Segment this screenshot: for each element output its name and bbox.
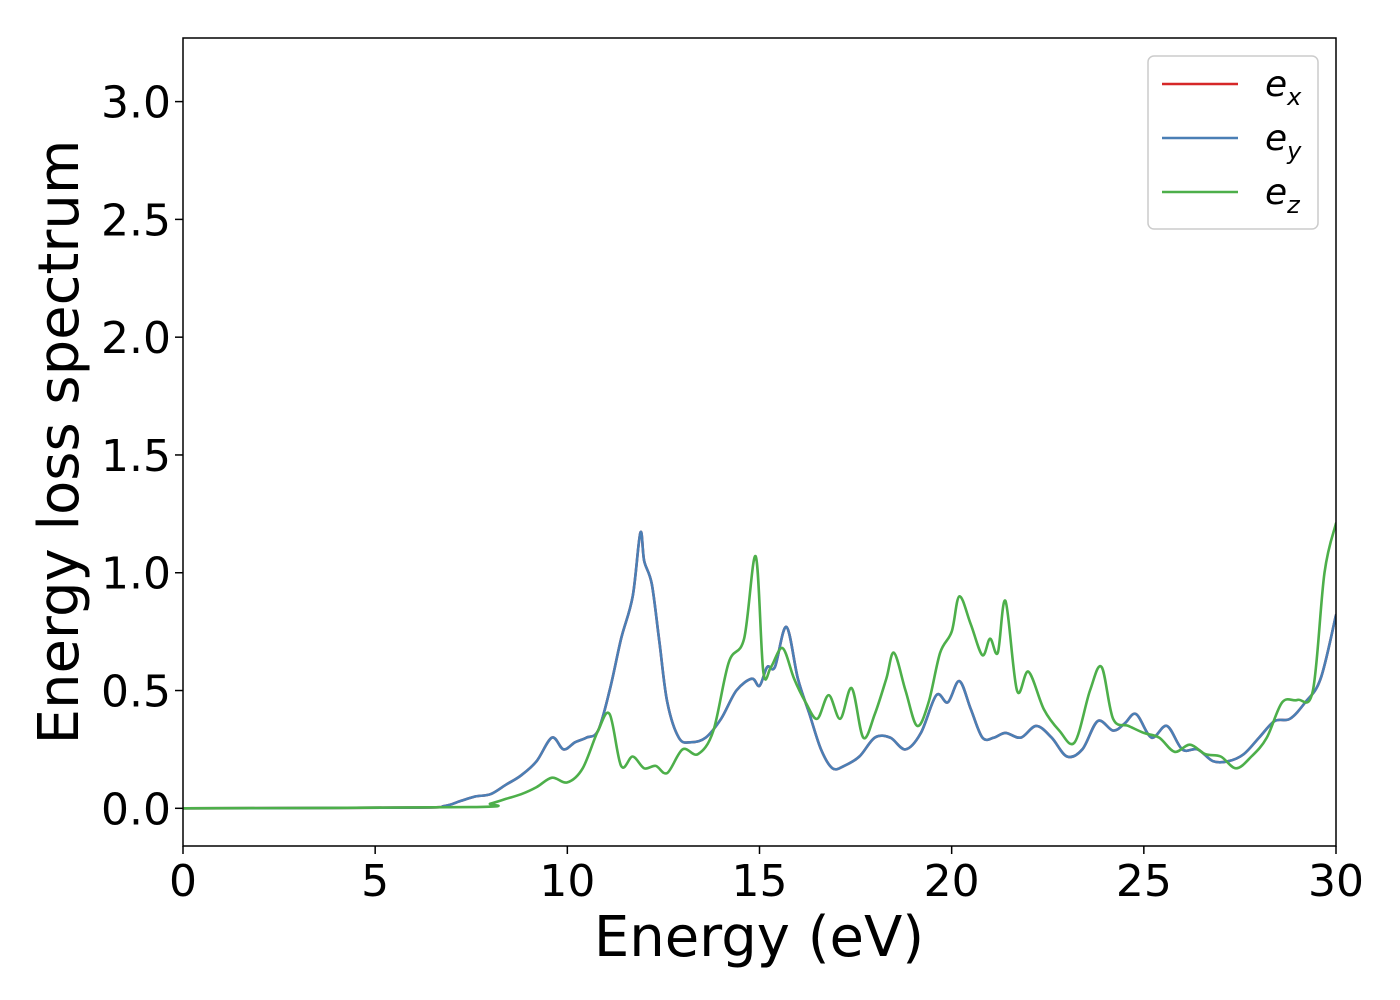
legend-box [1147, 55, 1319, 230]
series-layer [183, 522, 1336, 810]
x-ticks: 0 5 10 15 20 25 30 [169, 846, 1364, 907]
legend-label-x: ex [1265, 64, 1302, 111]
x-tick-label: 5 [361, 856, 389, 907]
y-tick-label: 1.5 [101, 431, 171, 482]
y-tick-label: 3.0 [101, 78, 171, 129]
x-axis-title: Energy (eV) [594, 905, 924, 970]
y-tick-label: 1.0 [101, 549, 171, 600]
x-tick-label: 15 [732, 856, 788, 907]
series-line-x [183, 530, 1336, 810]
series-line-z [183, 522, 1336, 810]
x-tick-label: 10 [539, 856, 595, 907]
y-tick-label: 0.5 [101, 667, 171, 718]
x-tick-label: 25 [1116, 856, 1172, 907]
y-tick-label: 2.5 [101, 195, 171, 246]
y-tick-label: 0.0 [101, 784, 171, 835]
legend-label-y: ey [1265, 118, 1302, 165]
y-tick-label: 2.0 [101, 313, 171, 364]
legend: ex ey ez [1147, 55, 1319, 230]
y-ticks: 0.0 0.5 1.0 1.5 2.0 2.5 3.0 [101, 78, 183, 835]
x-tick-label: 30 [1308, 856, 1364, 907]
legend-label-z: ez [1265, 172, 1301, 219]
y-axis-title: Energy loss spectrum [27, 140, 92, 745]
x-tick-label: 20 [924, 856, 980, 907]
series-line-y [183, 530, 1336, 810]
x-tick-label: 0 [169, 856, 197, 907]
